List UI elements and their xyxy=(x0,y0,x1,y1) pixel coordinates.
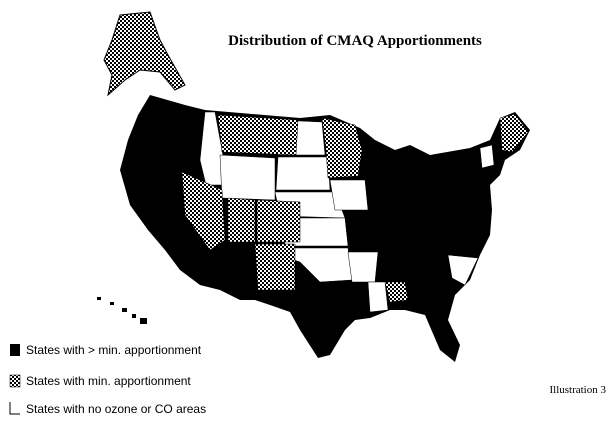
legend: States with > min. apportionment States … xyxy=(9,343,206,416)
legend-swatch xyxy=(9,402,20,415)
legend-label: States with min. apportionment xyxy=(26,374,191,388)
legend-swatch xyxy=(10,344,20,356)
legend-label: States with > min. apportionment xyxy=(26,343,202,357)
hatched-states xyxy=(181,113,529,303)
caption: Illustration 3 xyxy=(549,384,606,396)
legend-swatch xyxy=(9,374,21,388)
map-title: Distribution of CMAQ Apportionments xyxy=(228,33,482,49)
alaska xyxy=(103,11,186,97)
legend-label: States with no ozone or CO areas xyxy=(26,402,206,416)
hawaii xyxy=(97,297,147,324)
